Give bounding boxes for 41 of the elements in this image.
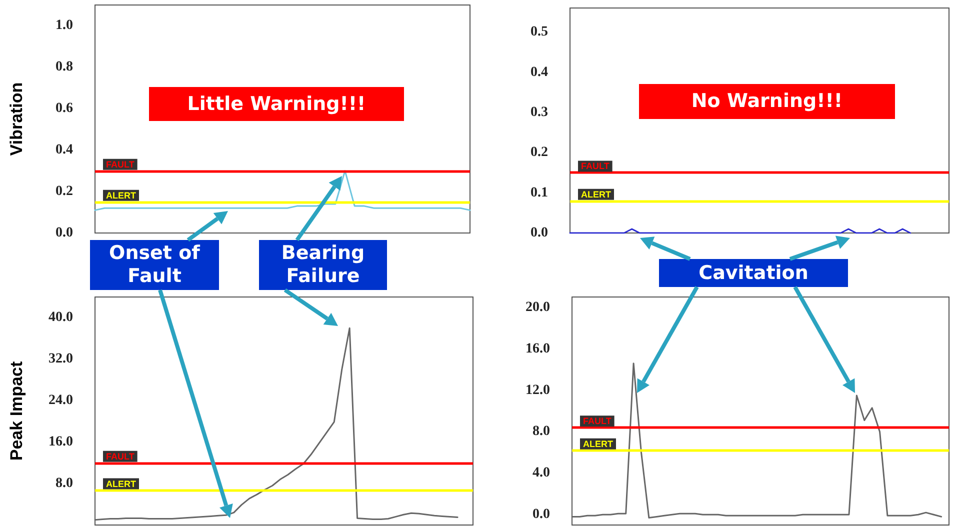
y-tick-label: 1.0	[56, 18, 73, 34]
y-tick-label: 12.0	[526, 382, 550, 398]
y-tick-label: 0.8	[56, 60, 73, 75]
ref-line-label: ALERT	[106, 478, 136, 489]
y-axis-title: Peak Impact	[7, 361, 26, 461]
ref-line-label: ALERT	[106, 190, 136, 200]
y-tick-label: 0.0	[56, 226, 73, 240]
callout-box: Onset of Fault	[90, 240, 219, 290]
y-tick-label: 0.5	[530, 24, 548, 40]
ref-line-label: ALERT	[583, 438, 614, 449]
y-axis-title: Vibration	[7, 82, 26, 156]
line-series	[94, 327, 458, 521]
y-tick-label: 0.1	[530, 185, 548, 200]
y-tick-label: 0.4	[56, 142, 73, 158]
y-tick-label: 16.0	[48, 434, 73, 450]
y-tick-label: 0.2	[530, 145, 548, 160]
ref-line-label: FAULT	[106, 159, 135, 170]
y-tick-label: 32.0	[48, 352, 73, 367]
line-series	[571, 362, 942, 518]
callout-box: Little Warning!!!	[149, 87, 404, 121]
y-tick-label: 4.0	[532, 466, 550, 481]
callout-box: Bearing Failure	[259, 240, 387, 290]
callout-box: Cavitation	[659, 259, 848, 287]
y-tick-label: 16.0	[526, 341, 550, 356]
y-tick-label: 24.0	[48, 393, 73, 408]
y-tick-label: 0.4	[530, 64, 548, 80]
line-series	[94, 170, 471, 211]
y-tick-label: 0.3	[530, 104, 548, 120]
callout-box: No Warning!!!	[639, 84, 895, 119]
y-tick-label: 8.0	[532, 424, 550, 440]
y-tick-label: 0.6	[56, 101, 73, 116]
y-tick-label: 20.0	[526, 300, 550, 315]
ref-line-label: ALERT	[581, 189, 612, 200]
y-tick-label: 8.0	[56, 476, 73, 492]
y-tick-label: 0.0	[532, 507, 550, 522]
y-tick-label: 0.0	[530, 226, 548, 240]
y-tick-label: 0.2	[56, 184, 73, 200]
y-tick-label: 40.0	[48, 310, 73, 326]
ref-line-label: FAULT	[583, 416, 612, 426]
ref-line-label: FAULT	[581, 161, 610, 172]
ref-line-label: FAULT	[106, 451, 135, 462]
